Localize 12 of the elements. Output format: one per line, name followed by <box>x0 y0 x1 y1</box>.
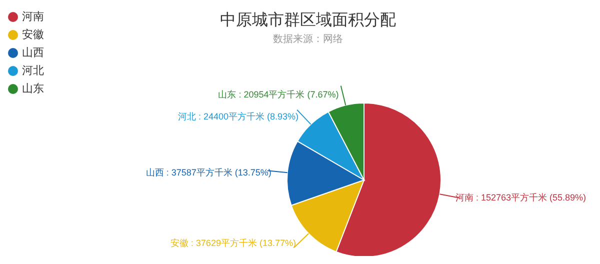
data-label: 安徽 : 37629平方千米 (13.77%) <box>170 238 296 248</box>
data-label: 河南 : 152763平方千米 (55.89%) <box>455 192 586 202</box>
legend-label: 山东 <box>22 83 44 95</box>
data-label: 山东 : 20954平方千米 (7.67%) <box>218 90 339 100</box>
legend-label: 河南 <box>22 11 44 23</box>
data-label: 山西 : 37587平方千米 (13.75%) <box>146 167 272 178</box>
text: 数据来源：网络 <box>273 34 343 45</box>
chart-title: 中原城市群区域面积分配 <box>220 12 396 29</box>
legend-label: 河北 <box>22 65 44 77</box>
data-label: 河北 : 24400平方千米 (8.93%) <box>178 112 299 122</box>
legend-label: 安徽 <box>22 29 44 41</box>
legend-label: 山西 <box>22 47 44 59</box>
